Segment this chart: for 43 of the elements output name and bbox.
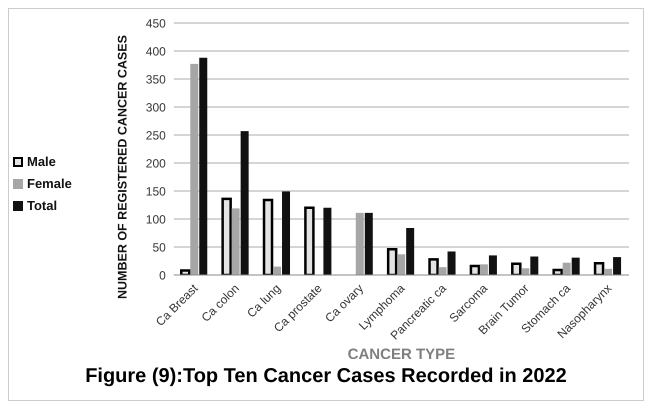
bar bbox=[386, 248, 398, 275]
bar bbox=[480, 264, 488, 275]
x-tick-label: Ca lung bbox=[244, 281, 284, 320]
legend-label: Male bbox=[27, 153, 56, 171]
bar bbox=[562, 262, 571, 275]
bar bbox=[530, 256, 538, 275]
bar bbox=[180, 269, 191, 275]
bar bbox=[323, 208, 332, 275]
bar bbox=[448, 251, 456, 275]
bar bbox=[304, 206, 315, 275]
bar bbox=[470, 264, 480, 275]
bar bbox=[594, 262, 604, 275]
bar bbox=[613, 257, 622, 275]
bar bbox=[488, 255, 497, 275]
bar bbox=[428, 258, 439, 275]
x-axis-title: CANCER TYPE bbox=[348, 346, 456, 363]
bar bbox=[199, 58, 208, 275]
bar bbox=[406, 228, 414, 275]
y-tick-label: 250 bbox=[146, 128, 166, 142]
y-tick-label: 300 bbox=[146, 100, 166, 114]
bar bbox=[511, 262, 522, 275]
bar bbox=[438, 267, 447, 275]
bar bbox=[262, 198, 274, 275]
y-tick-label: 50 bbox=[152, 240, 166, 254]
y-tick-label: 450 bbox=[146, 16, 166, 30]
bar bbox=[364, 212, 373, 275]
bar bbox=[273, 266, 282, 275]
bar bbox=[572, 258, 580, 275]
y-tick-label: 150 bbox=[146, 184, 166, 198]
legend-label: Female bbox=[27, 175, 72, 193]
y-tick-label: 400 bbox=[146, 44, 166, 58]
bar bbox=[240, 131, 249, 275]
y-axis-title: NUMBER OF REGISTERED CANCER CASES bbox=[115, 35, 130, 299]
y-tick-label: 200 bbox=[146, 156, 166, 170]
bar bbox=[221, 198, 232, 275]
bar bbox=[282, 192, 290, 275]
y-tick-label: 100 bbox=[146, 212, 166, 226]
legend-label: Total bbox=[27, 197, 58, 215]
y-tick-label: 350 bbox=[146, 72, 166, 86]
y-tick-label: 0 bbox=[159, 268, 166, 282]
bar bbox=[552, 268, 563, 275]
bar bbox=[397, 254, 406, 275]
text: Figure (9):Top Ten Cancer Cases Recorded in 2022 bbox=[85, 365, 567, 387]
